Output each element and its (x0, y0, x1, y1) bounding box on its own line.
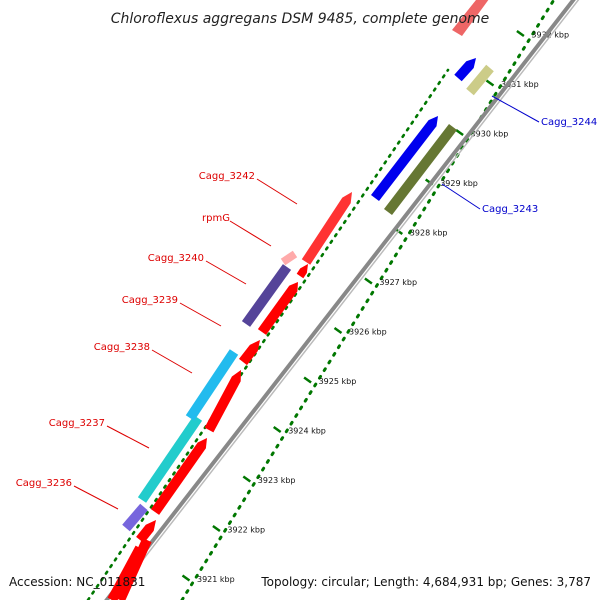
tick-label: 3928 kbp (410, 229, 448, 238)
tick-marks-inner (86, 68, 450, 600)
leader-line-cagg_3238 (151, 349, 193, 374)
major-tick (485, 79, 495, 87)
major-tick (455, 128, 464, 137)
cds-arrow-cagg_3236 (136, 520, 156, 544)
gene-label-cagg_3240: Cagg_3240 (148, 253, 204, 264)
gene-label-cagg_3244: Cagg_3244 (541, 117, 597, 128)
tick-label: 3925 kbp (319, 377, 357, 386)
major-tick (272, 425, 282, 434)
backbone-line-inner (110, 0, 580, 600)
leader-line-cagg_3242 (256, 178, 298, 205)
category-bar-cagg_3237 (137, 415, 203, 503)
category-bar-cagg_3243 (384, 124, 457, 215)
backbone (104, 0, 580, 600)
genome-title: Chloroflexus aggregans DSM 9485, complet… (111, 11, 490, 27)
cds-arrow-cagg_3244 (454, 58, 476, 82)
category-bar-cagg_3239 (241, 264, 292, 327)
major-tick (364, 277, 373, 285)
tick-label: 3926 kbp (349, 328, 387, 337)
category-bar (452, 0, 489, 36)
category-bar-cagg_3238 (185, 349, 239, 421)
major-tick (181, 574, 191, 582)
major-tick (303, 376, 312, 384)
ruler-dotted-line (180, 0, 556, 600)
gene-label-rpmg: rpmG (202, 213, 230, 224)
gene-label-cagg_3242: Cagg_3242 (199, 171, 255, 182)
gene-label-cagg_3236: Cagg_3236 (16, 478, 72, 489)
gene-label-layer: Cagg_3236 Cagg_3237 Cagg_3238 Cagg_3239 Cagg… (16, 95, 597, 510)
category-bar (107, 545, 145, 600)
accession-text: Accession: NC_011831 (9, 575, 145, 589)
tick-label: 3923 kbp (258, 476, 296, 485)
cds-arrow-cagg_3242 (296, 264, 308, 279)
tick-label: 3931 kbp (501, 80, 539, 89)
backbone-line-outer (104, 0, 576, 600)
tick-label: 3922 kbp (227, 526, 265, 535)
gene-label-cagg_3239: Cagg_3239 (122, 295, 178, 306)
cds-arrow-cagg_3243 (371, 116, 438, 201)
leader-line-cagg_3243 (441, 183, 481, 210)
topology-text: Topology: circular; Length: 4,684,931 bp… (260, 575, 591, 589)
category-bar-rpmg (280, 250, 298, 266)
gene-label-cagg_3238: Cagg_3238 (94, 342, 150, 353)
tick-label: 3924 kbp (288, 427, 326, 436)
major-tick (516, 29, 525, 38)
cds-arrow-cagg_3237 (150, 438, 207, 515)
leader-line-cagg_3244 (491, 95, 540, 123)
major-tick (212, 524, 221, 533)
category-bar-cagg_3236 (122, 503, 148, 532)
leader-line-cagg_3240 (205, 260, 247, 285)
cds-arrow-rpmg (257, 282, 298, 335)
gene-label-cagg_3237: Cagg_3237 (49, 418, 105, 429)
tick-label: 3921 kbp (197, 575, 235, 584)
tick-label: 3930 kbp (471, 130, 509, 139)
leader-line-cagg_3236 (73, 485, 119, 510)
cds-arrow (301, 192, 352, 265)
feature-layer (107, 0, 494, 600)
gene-label-cagg_3243: Cagg_3243 (482, 204, 538, 215)
category-bar-cagg_3244 (466, 64, 494, 96)
tick-label: 3927 kbp (379, 278, 417, 287)
major-tick (333, 326, 343, 335)
cds-arrow-cagg_3238 (204, 370, 241, 433)
leader-line-cagg_3239 (179, 302, 222, 327)
leader-line-rpmg (229, 220, 272, 247)
major-tick (242, 475, 252, 483)
tick-label: 3929 kbp (440, 179, 478, 188)
leader-line-cagg_3237 (106, 425, 150, 449)
cds-arrow-cagg_3239 (239, 340, 260, 366)
